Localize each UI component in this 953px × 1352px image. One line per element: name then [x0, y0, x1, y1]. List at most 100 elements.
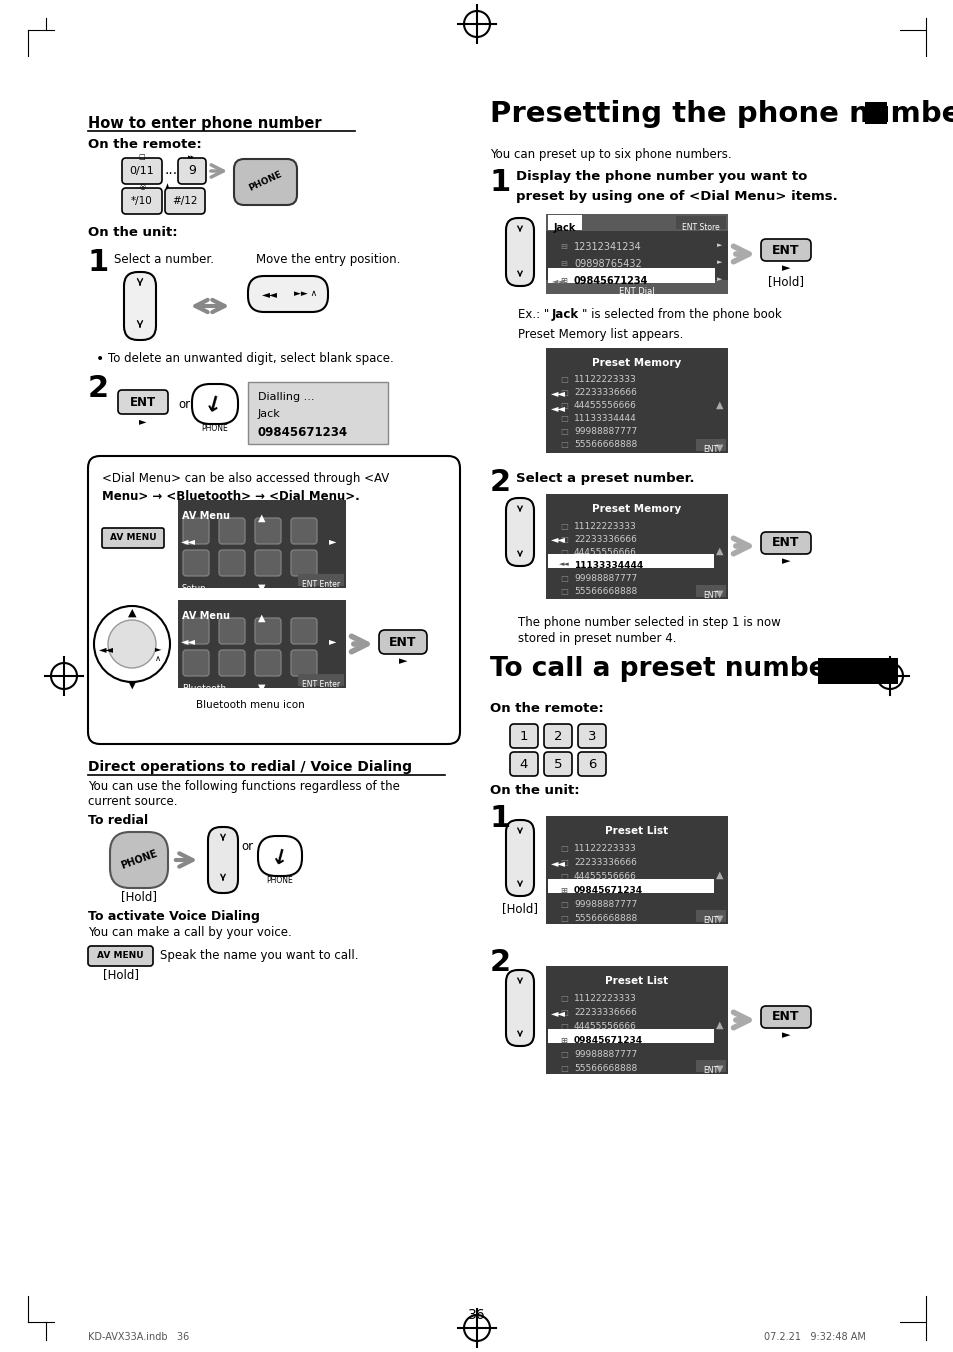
Text: Preset Memory: Preset Memory — [592, 504, 680, 514]
Text: 11122223333: 11122223333 — [574, 994, 636, 1003]
Text: ENT: ENT — [771, 243, 799, 257]
Text: 11133334444: 11133334444 — [574, 414, 636, 423]
Text: Setup: Setup — [182, 584, 206, 594]
Text: 12312341234: 12312341234 — [574, 242, 641, 251]
Text: ◄◄: ◄◄ — [98, 644, 113, 654]
Text: stored in preset number 4.: stored in preset number 4. — [517, 631, 676, 645]
Text: ⊞: ⊞ — [560, 886, 567, 895]
Text: ▼: ▼ — [716, 443, 723, 453]
Text: □: □ — [559, 914, 567, 923]
Text: Jack: Jack — [552, 308, 578, 320]
Text: 22233336666: 22233336666 — [574, 535, 637, 544]
Text: ►: ► — [328, 535, 335, 546]
Text: KD-AVX33A.indb   36: KD-AVX33A.indb 36 — [88, 1332, 189, 1343]
FancyBboxPatch shape — [291, 518, 316, 544]
Text: 0/11: 0/11 — [130, 166, 154, 176]
Text: □: □ — [559, 535, 567, 544]
Text: Preset List: Preset List — [605, 826, 668, 836]
Text: 6: 6 — [587, 757, 596, 771]
Text: ◄◄: ◄◄ — [181, 535, 195, 546]
Text: ▲: ▲ — [128, 608, 136, 618]
Bar — [547, 215, 581, 230]
Text: □: □ — [559, 844, 567, 853]
Text: To activate Voice Dialing: To activate Voice Dialing — [88, 910, 259, 923]
Bar — [864, 101, 886, 124]
Text: ►
∧: ► ∧ — [154, 644, 161, 664]
Text: ↙: ↙ — [202, 391, 228, 418]
Bar — [545, 817, 727, 923]
Text: 55566668888: 55566668888 — [574, 587, 637, 596]
FancyBboxPatch shape — [233, 160, 296, 206]
Text: □: □ — [559, 1022, 567, 1032]
FancyBboxPatch shape — [505, 218, 534, 287]
Text: □: □ — [559, 575, 567, 583]
Text: ENT: ENT — [702, 917, 718, 925]
Text: ◄◄: ◄◄ — [551, 1009, 565, 1018]
Text: Bluetooth: Bluetooth — [182, 684, 226, 694]
Bar — [547, 554, 713, 568]
Text: ►: ► — [781, 264, 789, 273]
Text: 11133334444: 11133334444 — [574, 561, 642, 571]
Bar — [178, 600, 346, 688]
Text: 5: 5 — [553, 757, 561, 771]
Text: Presetting the phone numbers: Presetting the phone numbers — [490, 100, 953, 128]
Text: 1: 1 — [490, 804, 511, 833]
FancyBboxPatch shape — [110, 831, 168, 888]
Text: 99988887777: 99988887777 — [574, 1051, 637, 1059]
Text: 11122223333: 11122223333 — [574, 844, 636, 853]
Text: You can preset up to six phone numbers.: You can preset up to six phone numbers. — [490, 147, 731, 161]
Text: ▲: ▲ — [716, 869, 723, 880]
Text: 44455556666: 44455556666 — [574, 402, 637, 410]
FancyBboxPatch shape — [254, 518, 281, 544]
Text: How to enter phone number: How to enter phone number — [88, 116, 321, 131]
FancyBboxPatch shape — [102, 529, 164, 548]
Text: •: • — [96, 352, 104, 366]
Text: To delete an unwanted digit, select blank space.: To delete an unwanted digit, select blan… — [108, 352, 394, 365]
Text: ◄◄: ◄◄ — [551, 534, 565, 544]
Text: □: □ — [559, 994, 567, 1003]
Bar — [696, 439, 725, 452]
Text: □: □ — [559, 900, 567, 909]
Text: 99988887777: 99988887777 — [574, 427, 637, 435]
Text: □: □ — [559, 375, 567, 384]
Text: ENT: ENT — [771, 537, 799, 549]
Text: On the unit:: On the unit: — [490, 784, 579, 796]
Circle shape — [108, 621, 156, 668]
FancyBboxPatch shape — [543, 725, 572, 748]
Text: To redial: To redial — [88, 814, 148, 827]
Text: On the unit:: On the unit: — [88, 226, 177, 239]
Text: 4: 4 — [519, 757, 528, 771]
Text: Speak the name you want to call.: Speak the name you want to call. — [160, 949, 358, 963]
Text: Ex.: ": Ex.: " — [517, 308, 549, 320]
FancyBboxPatch shape — [192, 384, 237, 425]
Text: Preset Memory list appears.: Preset Memory list appears. — [517, 329, 682, 341]
Text: 09845671234: 09845671234 — [257, 426, 348, 439]
Text: ↙: ↙ — [267, 842, 293, 869]
FancyBboxPatch shape — [219, 518, 245, 544]
Text: 09845671234: 09845671234 — [574, 1036, 642, 1045]
Text: 3: 3 — [587, 730, 596, 742]
Text: ⊞: ⊞ — [560, 1036, 567, 1045]
FancyBboxPatch shape — [219, 618, 245, 644]
Bar — [297, 575, 344, 585]
FancyBboxPatch shape — [254, 618, 281, 644]
Text: ◄◄: ◄◄ — [552, 276, 564, 285]
Text: □: □ — [559, 859, 567, 867]
Text: Bluetooth menu icon: Bluetooth menu icon — [195, 700, 304, 710]
Text: □: □ — [138, 154, 145, 160]
Text: ENT: ENT — [130, 396, 156, 408]
Text: ◄◄: ◄◄ — [262, 289, 277, 299]
Text: <Dial Menu> can be also accessed through <AV: <Dial Menu> can be also accessed through… — [102, 472, 389, 485]
Text: ENT Enter: ENT Enter — [301, 580, 339, 589]
Text: ▼: ▼ — [716, 589, 723, 599]
Text: On the remote:: On the remote: — [88, 138, 201, 151]
Circle shape — [94, 606, 170, 681]
Bar — [696, 585, 725, 598]
Text: PHONE: PHONE — [119, 849, 158, 871]
Text: current source.: current source. — [88, 795, 177, 808]
Text: PHONE: PHONE — [247, 169, 283, 192]
Text: ENT Store: ENT Store — [681, 223, 720, 233]
Text: □: □ — [559, 427, 567, 435]
Text: ▸▸: ▸▸ — [188, 154, 194, 160]
Bar — [545, 965, 727, 1073]
